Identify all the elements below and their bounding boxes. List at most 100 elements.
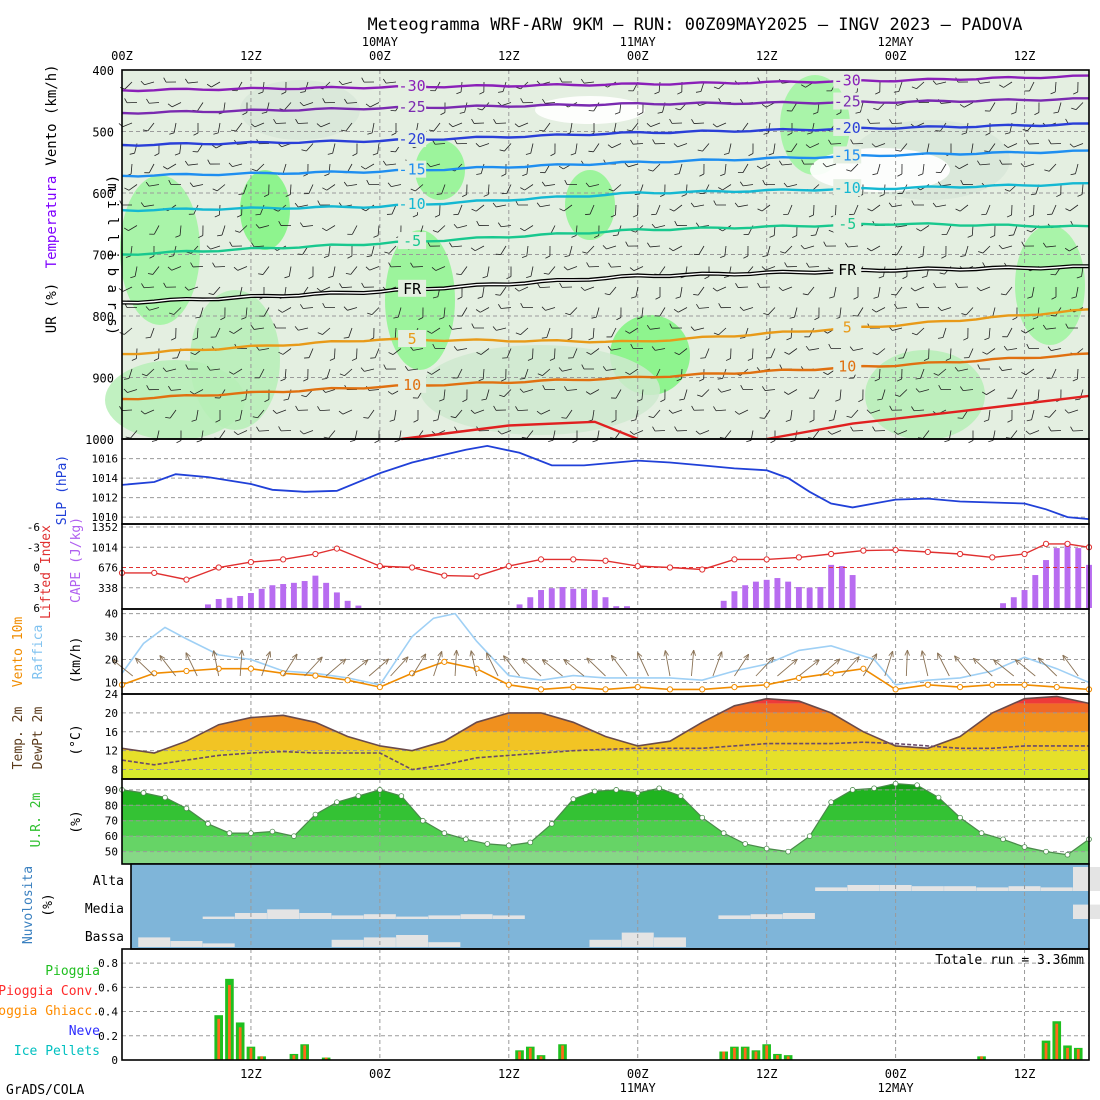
- wind-arrow: [319, 656, 323, 663]
- wind-barb: [148, 102, 160, 104]
- wind-barb: [280, 378, 286, 382]
- wind-barb: [322, 303, 326, 308]
- wind-barb: [1028, 143, 1040, 145]
- wind-barb: [808, 266, 820, 268]
- wind-barb: [593, 143, 600, 153]
- isotherm-label-bg: [833, 261, 862, 279]
- wind-barb: [283, 398, 289, 401]
- rh2m-series-point: [785, 848, 791, 855]
- wind-barb: [805, 345, 810, 351]
- wind-series-point: [924, 681, 931, 688]
- wind-arrow: [265, 651, 271, 657]
- wind-barb: [616, 317, 622, 321]
- wind-barb: [273, 208, 279, 212]
- wind-barb: [939, 272, 945, 275]
- wind-barb: [383, 364, 387, 370]
- wind-barb: [723, 152, 729, 155]
- wind-barb: [615, 389, 622, 399]
- wind-barb: [701, 389, 710, 397]
- wind-barb: [746, 439, 752, 443]
- wind-barb: [897, 173, 903, 177]
- legend-rain: Pioggia: [45, 964, 100, 979]
- cloud-mid-bar: [396, 916, 429, 919]
- rh-band: [122, 805, 1089, 821]
- wind-barb: [175, 235, 181, 238]
- wind-barb: [457, 204, 463, 215]
- wind-barb: [724, 430, 732, 439]
- wind-barb: [764, 409, 771, 419]
- wind-barb: [954, 165, 960, 170]
- wind-arrow: [563, 659, 570, 662]
- label-rh2m: U.R. 2m: [29, 792, 44, 847]
- wind-barb: [586, 245, 595, 254]
- wind-barb: [990, 235, 995, 238]
- wind-barb: [782, 163, 793, 166]
- wind-barb: [1021, 372, 1026, 376]
- wind-barb: [805, 144, 811, 148]
- wind-barb: [501, 225, 512, 228]
- wind-arrow: [743, 653, 749, 658]
- rh2m-series-point: [699, 814, 705, 821]
- wind-barb: [635, 286, 639, 297]
- wind-barb: [580, 78, 585, 84]
- wind-barb: [278, 220, 282, 226]
- wind-barb: [784, 351, 790, 355]
- wind-barb: [629, 267, 635, 271]
- lifted-index-point: [892, 546, 899, 554]
- wind-barb: [1051, 368, 1057, 379]
- wind-barb: [713, 332, 719, 336]
- wind-barb: [743, 255, 749, 259]
- wind-barb: [142, 129, 148, 132]
- cape-bar: [570, 588, 577, 608]
- wind-series-point: [666, 686, 674, 693]
- wind-barb: [761, 386, 766, 391]
- cloud-mid-bar: [331, 915, 364, 919]
- wind-barb: [501, 173, 507, 177]
- wind-barb: [572, 440, 578, 444]
- wind-barb: [146, 368, 155, 377]
- wind-barb: [964, 102, 974, 108]
- wind-barb: [427, 330, 432, 334]
- wind-barb: [169, 409, 177, 419]
- rh2m-series-point: [248, 830, 254, 836]
- rh2m-series-point: [205, 821, 211, 827]
- cape-bar: [785, 581, 792, 608]
- wind-barb: [317, 200, 321, 206]
- wind-barb: [872, 173, 878, 176]
- wind-barb: [878, 276, 884, 279]
- wind-arrow: [777, 658, 798, 677]
- wind-barb: [1073, 91, 1078, 95]
- wind-barb: [778, 286, 783, 291]
- wind-barb: [153, 225, 160, 235]
- wind-barb: [582, 251, 588, 254]
- wind-barb: [308, 348, 314, 358]
- rh2m-series-point: [742, 841, 748, 847]
- wind-barb: [611, 348, 622, 351]
- wind-barb: [668, 247, 674, 252]
- wind-barb: [1002, 368, 1013, 371]
- wind-barb: [208, 292, 214, 295]
- rh2m-series-point: [269, 828, 276, 835]
- isotherm-label: -25: [399, 98, 426, 116]
- wind-barb: [123, 388, 128, 393]
- wind-series-point: [795, 674, 803, 682]
- wind-barb: [206, 365, 211, 371]
- wind-barb: [1071, 296, 1077, 299]
- wind-barb: [363, 417, 369, 419]
- precip-conv-bar: [980, 1056, 983, 1060]
- wind-barb: [1044, 169, 1050, 172]
- wind-barb: [648, 416, 654, 418]
- wind-barb: [978, 251, 984, 254]
- wind-barb: [173, 122, 177, 133]
- wind-barb: [830, 143, 842, 145]
- wind-barb: [462, 194, 467, 197]
- wind-barb: [360, 165, 366, 170]
- wind-arrow: [486, 652, 499, 677]
- wind-arrow: [390, 656, 409, 677]
- wind-barb: [922, 245, 925, 256]
- wind-barb: [258, 91, 264, 95]
- wind-barb: [198, 235, 204, 239]
- wind-barb: [971, 225, 974, 236]
- wind-barb: [457, 348, 468, 351]
- wind-barb: [584, 81, 595, 84]
